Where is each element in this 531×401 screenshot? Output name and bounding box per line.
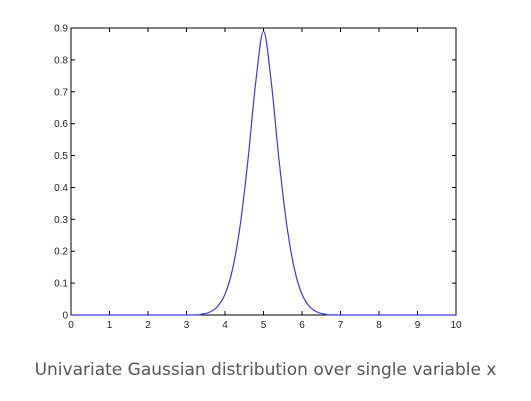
figure-caption: Univariate Gaussian distribution over si…: [34, 360, 497, 380]
y-tick-label: 0.3: [54, 215, 68, 226]
y-tick-label: 0.6: [54, 119, 68, 130]
x-tick-label: 9: [415, 320, 421, 331]
y-tick-label: 0: [62, 311, 68, 322]
y-tick-label: 0.7: [54, 87, 68, 98]
x-tick-label: 5: [261, 320, 267, 331]
gaussian-curve: [71, 30, 456, 316]
x-tick-label: 1: [107, 320, 113, 331]
y-tick-label: 0.1: [54, 279, 68, 290]
y-tick-label: 0.8: [54, 55, 68, 66]
x-tick-label: 10: [450, 320, 462, 331]
x-tick-label: 3: [184, 320, 190, 331]
y-tick-label: 0.4: [54, 183, 68, 194]
gaussian-chart: 0 1 2 3 4 5 6 7 8 9 10 0 0.1 0.2 0.3 0.4 0.5 0.6 0.7 0.8 0.9: [54, 24, 462, 332]
x-tick-label: 0: [68, 320, 74, 331]
y-tick-label: 0.9: [54, 24, 68, 35]
x-tick-label: 7: [338, 320, 344, 331]
x-tick-label: 8: [376, 320, 382, 331]
y-tick-label: 0.2: [54, 247, 68, 258]
x-tick-label: 4: [222, 320, 228, 331]
plot-frame: [70, 27, 457, 316]
x-tick-label: 2: [145, 320, 151, 331]
y-tick-label: 0.5: [54, 151, 68, 162]
x-tick-label: 6: [299, 320, 305, 331]
